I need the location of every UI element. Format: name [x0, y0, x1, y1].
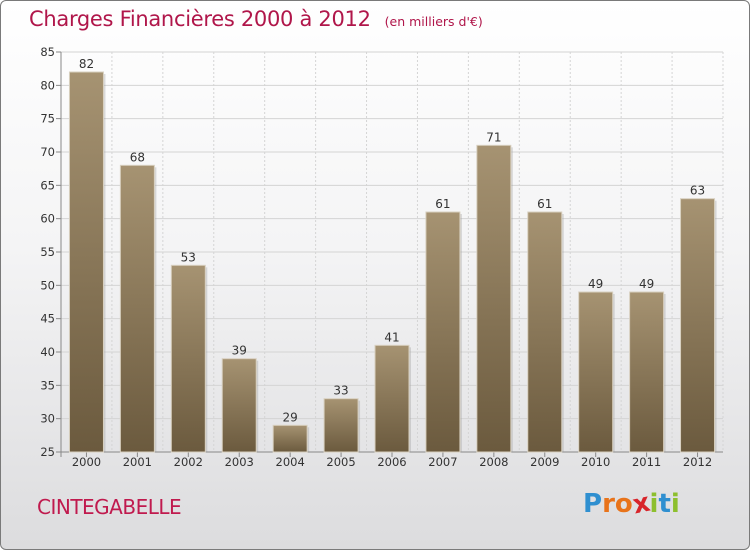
logo-letter: t	[658, 489, 671, 519]
proxiti-logo[interactable]: Proxiti	[583, 488, 680, 521]
bar-2010	[578, 291, 614, 453]
logo-letter: i	[670, 489, 680, 519]
y-tick-label: 50	[40, 278, 55, 292]
data-label-2008: 71	[486, 130, 501, 144]
data-label-2012: 63	[690, 184, 705, 198]
logo-letter: o	[614, 489, 633, 519]
x-tick-label-2010: 2010	[581, 455, 610, 469]
x-tick-label-2001: 2001	[123, 455, 152, 469]
data-label-2001: 68	[130, 150, 145, 164]
y-tick-label: 55	[40, 245, 55, 259]
x-tick-label-2002: 2002	[174, 455, 203, 469]
commune-name: CINTEGABELLE	[37, 495, 182, 519]
x-tick-label-2009: 2009	[530, 455, 559, 469]
bar-2000	[68, 71, 104, 453]
bar-2009	[527, 211, 563, 453]
data-label-2006: 41	[384, 330, 399, 344]
y-tick-label: 30	[40, 412, 55, 426]
data-label-2010: 49	[588, 277, 603, 291]
x-tick-label-2011: 2011	[632, 455, 661, 469]
data-label-2003: 39	[232, 344, 247, 358]
y-tick-label: 85	[40, 45, 55, 59]
y-tick-label: 70	[40, 145, 55, 159]
x-tick-label-2008: 2008	[479, 455, 508, 469]
data-label-2004: 29	[283, 410, 298, 424]
logo-letter: P	[583, 489, 603, 519]
data-label-2011: 49	[639, 277, 654, 291]
x-tick-label-2003: 2003	[225, 455, 254, 469]
bar-2002	[170, 264, 206, 453]
bar-2008	[476, 144, 512, 453]
chart-title-main: Charges Financières 2000 à 2012	[29, 7, 371, 31]
data-label-2007: 61	[435, 197, 450, 211]
labels: 25 30 35 40 45 50 55 60 65 70 75 80 85 82 2000 68 2001 53…	[40, 45, 712, 469]
x-tick-label-2000: 2000	[72, 455, 101, 469]
bar-2007	[425, 211, 461, 453]
bar-2001	[119, 164, 155, 453]
y-tick-label: 45	[40, 312, 55, 326]
x-tick-label-2006: 2006	[377, 455, 406, 469]
bar-2011	[629, 291, 665, 453]
data-label-2009: 61	[537, 197, 552, 211]
y-tick-label: 25	[40, 445, 55, 459]
y-tick-label: 75	[40, 112, 55, 126]
y-tick-label: 35	[40, 378, 55, 392]
chart-title: Charges Financières 2000 à 2012 (en milli…	[29, 7, 483, 31]
bar-2004	[272, 424, 308, 453]
chart-subtitle: (en milliers d'€)	[384, 14, 483, 29]
data-label-2000: 82	[79, 57, 94, 71]
y-tick-label: 80	[40, 78, 55, 92]
logo-letter: i	[649, 489, 659, 519]
bar-2005	[323, 398, 359, 453]
x-tick-label-2012: 2012	[683, 455, 712, 469]
bar-2006	[374, 344, 410, 453]
x-tick-label-2005: 2005	[326, 455, 355, 469]
bars	[68, 71, 717, 453]
logo-letter: r	[602, 489, 615, 519]
y-tick-label: 60	[40, 212, 55, 226]
data-label-2002: 53	[181, 250, 196, 264]
y-tick-label: 40	[40, 345, 55, 359]
x-tick-label-2007: 2007	[428, 455, 457, 469]
bar-2012	[680, 198, 716, 453]
x-tick-label-2004: 2004	[276, 455, 305, 469]
data-label-2005: 33	[333, 384, 348, 398]
y-tick-label: 65	[40, 178, 55, 192]
bar-2003	[221, 358, 257, 453]
